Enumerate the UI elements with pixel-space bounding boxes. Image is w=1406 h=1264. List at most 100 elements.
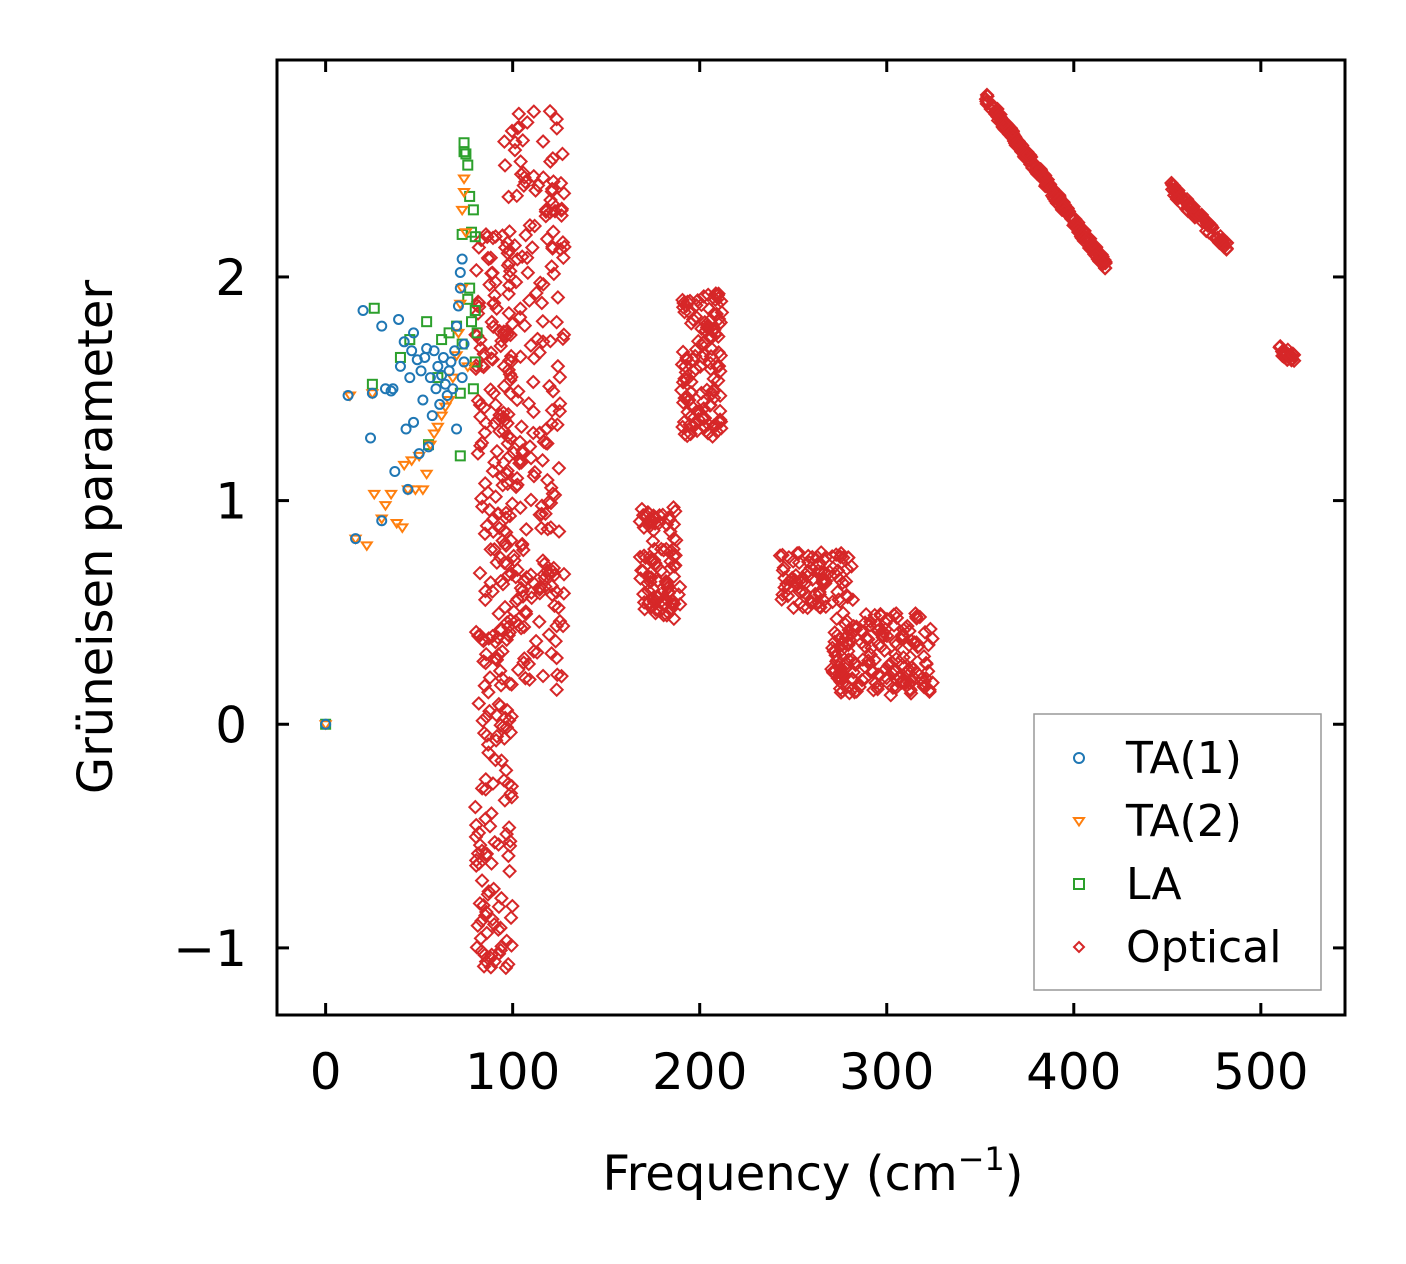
data-point: [432, 360, 444, 372]
data-point: [795, 599, 811, 615]
data-point: [659, 607, 675, 623]
data-point: [789, 545, 805, 561]
data-point: [662, 512, 678, 527]
data-point: [506, 548, 522, 564]
data-point: [873, 606, 888, 622]
data-point: [835, 550, 851, 566]
data-point: [486, 385, 502, 401]
data-point: [483, 959, 499, 975]
data-point: [528, 285, 544, 301]
data-point: [695, 349, 710, 365]
data-point: [1211, 233, 1227, 249]
data-point: [979, 96, 995, 112]
data-point: [471, 696, 487, 711]
data-point: [342, 389, 354, 401]
data-point: [833, 660, 849, 676]
data-point: [829, 611, 845, 627]
data-point: [792, 584, 808, 600]
data-point: [366, 378, 378, 390]
data-point: [481, 745, 496, 761]
data-point: [408, 416, 420, 428]
data-point: [812, 587, 828, 602]
data-point: [502, 863, 518, 879]
data-point: [683, 426, 699, 442]
data-point: [540, 563, 555, 579]
data-point: [487, 834, 503, 850]
data-point: [921, 637, 936, 653]
data-point: [477, 526, 493, 542]
data-point: [397, 460, 412, 472]
data-point: [434, 411, 449, 422]
data-point: [506, 445, 522, 461]
data-point: [526, 644, 542, 659]
data-point: [848, 657, 863, 673]
data-point: [1169, 191, 1185, 207]
data-point: [515, 542, 531, 558]
data-point: [1070, 221, 1086, 236]
legend-item: TA(1): [1073, 733, 1242, 784]
data-point: [376, 320, 388, 332]
data-point: [457, 174, 471, 185]
data-point: [521, 293, 537, 308]
data-point: [780, 588, 796, 604]
data-point: [509, 251, 525, 267]
data-point: [498, 328, 514, 344]
data-point: [530, 177, 546, 193]
data-point: [711, 345, 727, 360]
data-point: [535, 276, 551, 292]
data-point: [485, 524, 501, 539]
data-point: [555, 235, 571, 250]
data-point: [1088, 248, 1104, 264]
data-point: [394, 351, 406, 363]
data-point: [489, 443, 505, 459]
data-point: [494, 644, 510, 659]
data-point: [682, 417, 698, 433]
data-point: [486, 296, 501, 312]
data-point: [827, 643, 843, 659]
series-optical: [467, 87, 1302, 976]
data-point: [484, 947, 500, 963]
data-point: [707, 292, 723, 308]
data-point: [379, 383, 391, 395]
data-point: [706, 322, 722, 338]
data-point: [501, 448, 517, 464]
data-point: [792, 595, 807, 611]
data-point: [509, 470, 525, 486]
x-axis-title: Frequency (cm−1): [602, 1140, 1023, 1202]
data-point: [532, 275, 548, 291]
data-point: [538, 208, 554, 224]
data-point: [520, 265, 536, 281]
data-point: [699, 316, 715, 332]
data-point: [395, 523, 410, 534]
data-point: [484, 314, 500, 330]
data-point: [672, 579, 688, 595]
data-point: [672, 596, 688, 612]
data-point: [496, 523, 512, 539]
data-point: [813, 599, 828, 615]
data-point: [550, 290, 566, 305]
data-point: [471, 856, 487, 871]
data-point: [419, 469, 434, 481]
data-point: [1035, 172, 1051, 188]
data-point: [551, 600, 566, 616]
data-point: [502, 508, 518, 524]
data-point: [491, 899, 507, 915]
data-point: [421, 316, 433, 328]
data-point: [485, 584, 500, 599]
data-point: [822, 564, 838, 580]
data-point: [534, 506, 550, 522]
data-point: [503, 430, 518, 446]
data-point: [406, 345, 418, 357]
data-point: [709, 306, 725, 322]
data-point: [1186, 199, 1202, 215]
data-point: [640, 595, 656, 611]
data-point: [458, 338, 470, 350]
data-point: [504, 709, 519, 724]
data-point: [519, 569, 534, 585]
data-point: [1272, 340, 1288, 355]
data-point: [430, 422, 445, 434]
data-point: [503, 910, 519, 926]
data-point: [483, 250, 499, 266]
data-point: [385, 385, 397, 397]
data-point: [359, 541, 374, 552]
